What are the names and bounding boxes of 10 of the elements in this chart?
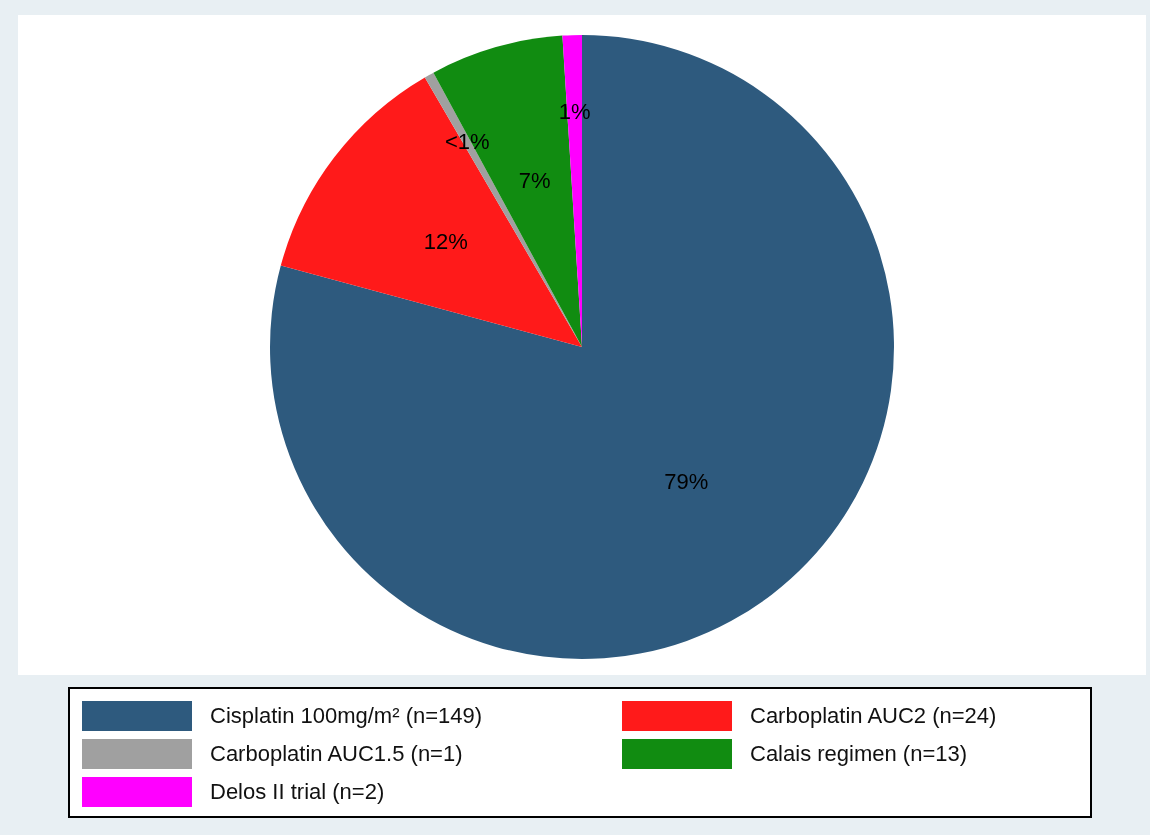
legend-label: Carboplatin AUC1.5 (n=1) xyxy=(210,741,463,767)
legend-label: Delos II trial (n=2) xyxy=(210,779,385,805)
data-label: 12% xyxy=(423,228,468,254)
legend-label: Cisplatin 100mg/m² (n=149) xyxy=(210,703,483,729)
data-label: 79% xyxy=(664,469,709,495)
legend-label: Calais regimen (n=13) xyxy=(750,741,968,767)
data-label: 1% xyxy=(558,99,591,125)
data-label: <1% xyxy=(445,129,490,155)
legend-label: Carboplatin AUC2 (n=24) xyxy=(750,703,997,729)
data-label: 7% xyxy=(518,168,551,194)
